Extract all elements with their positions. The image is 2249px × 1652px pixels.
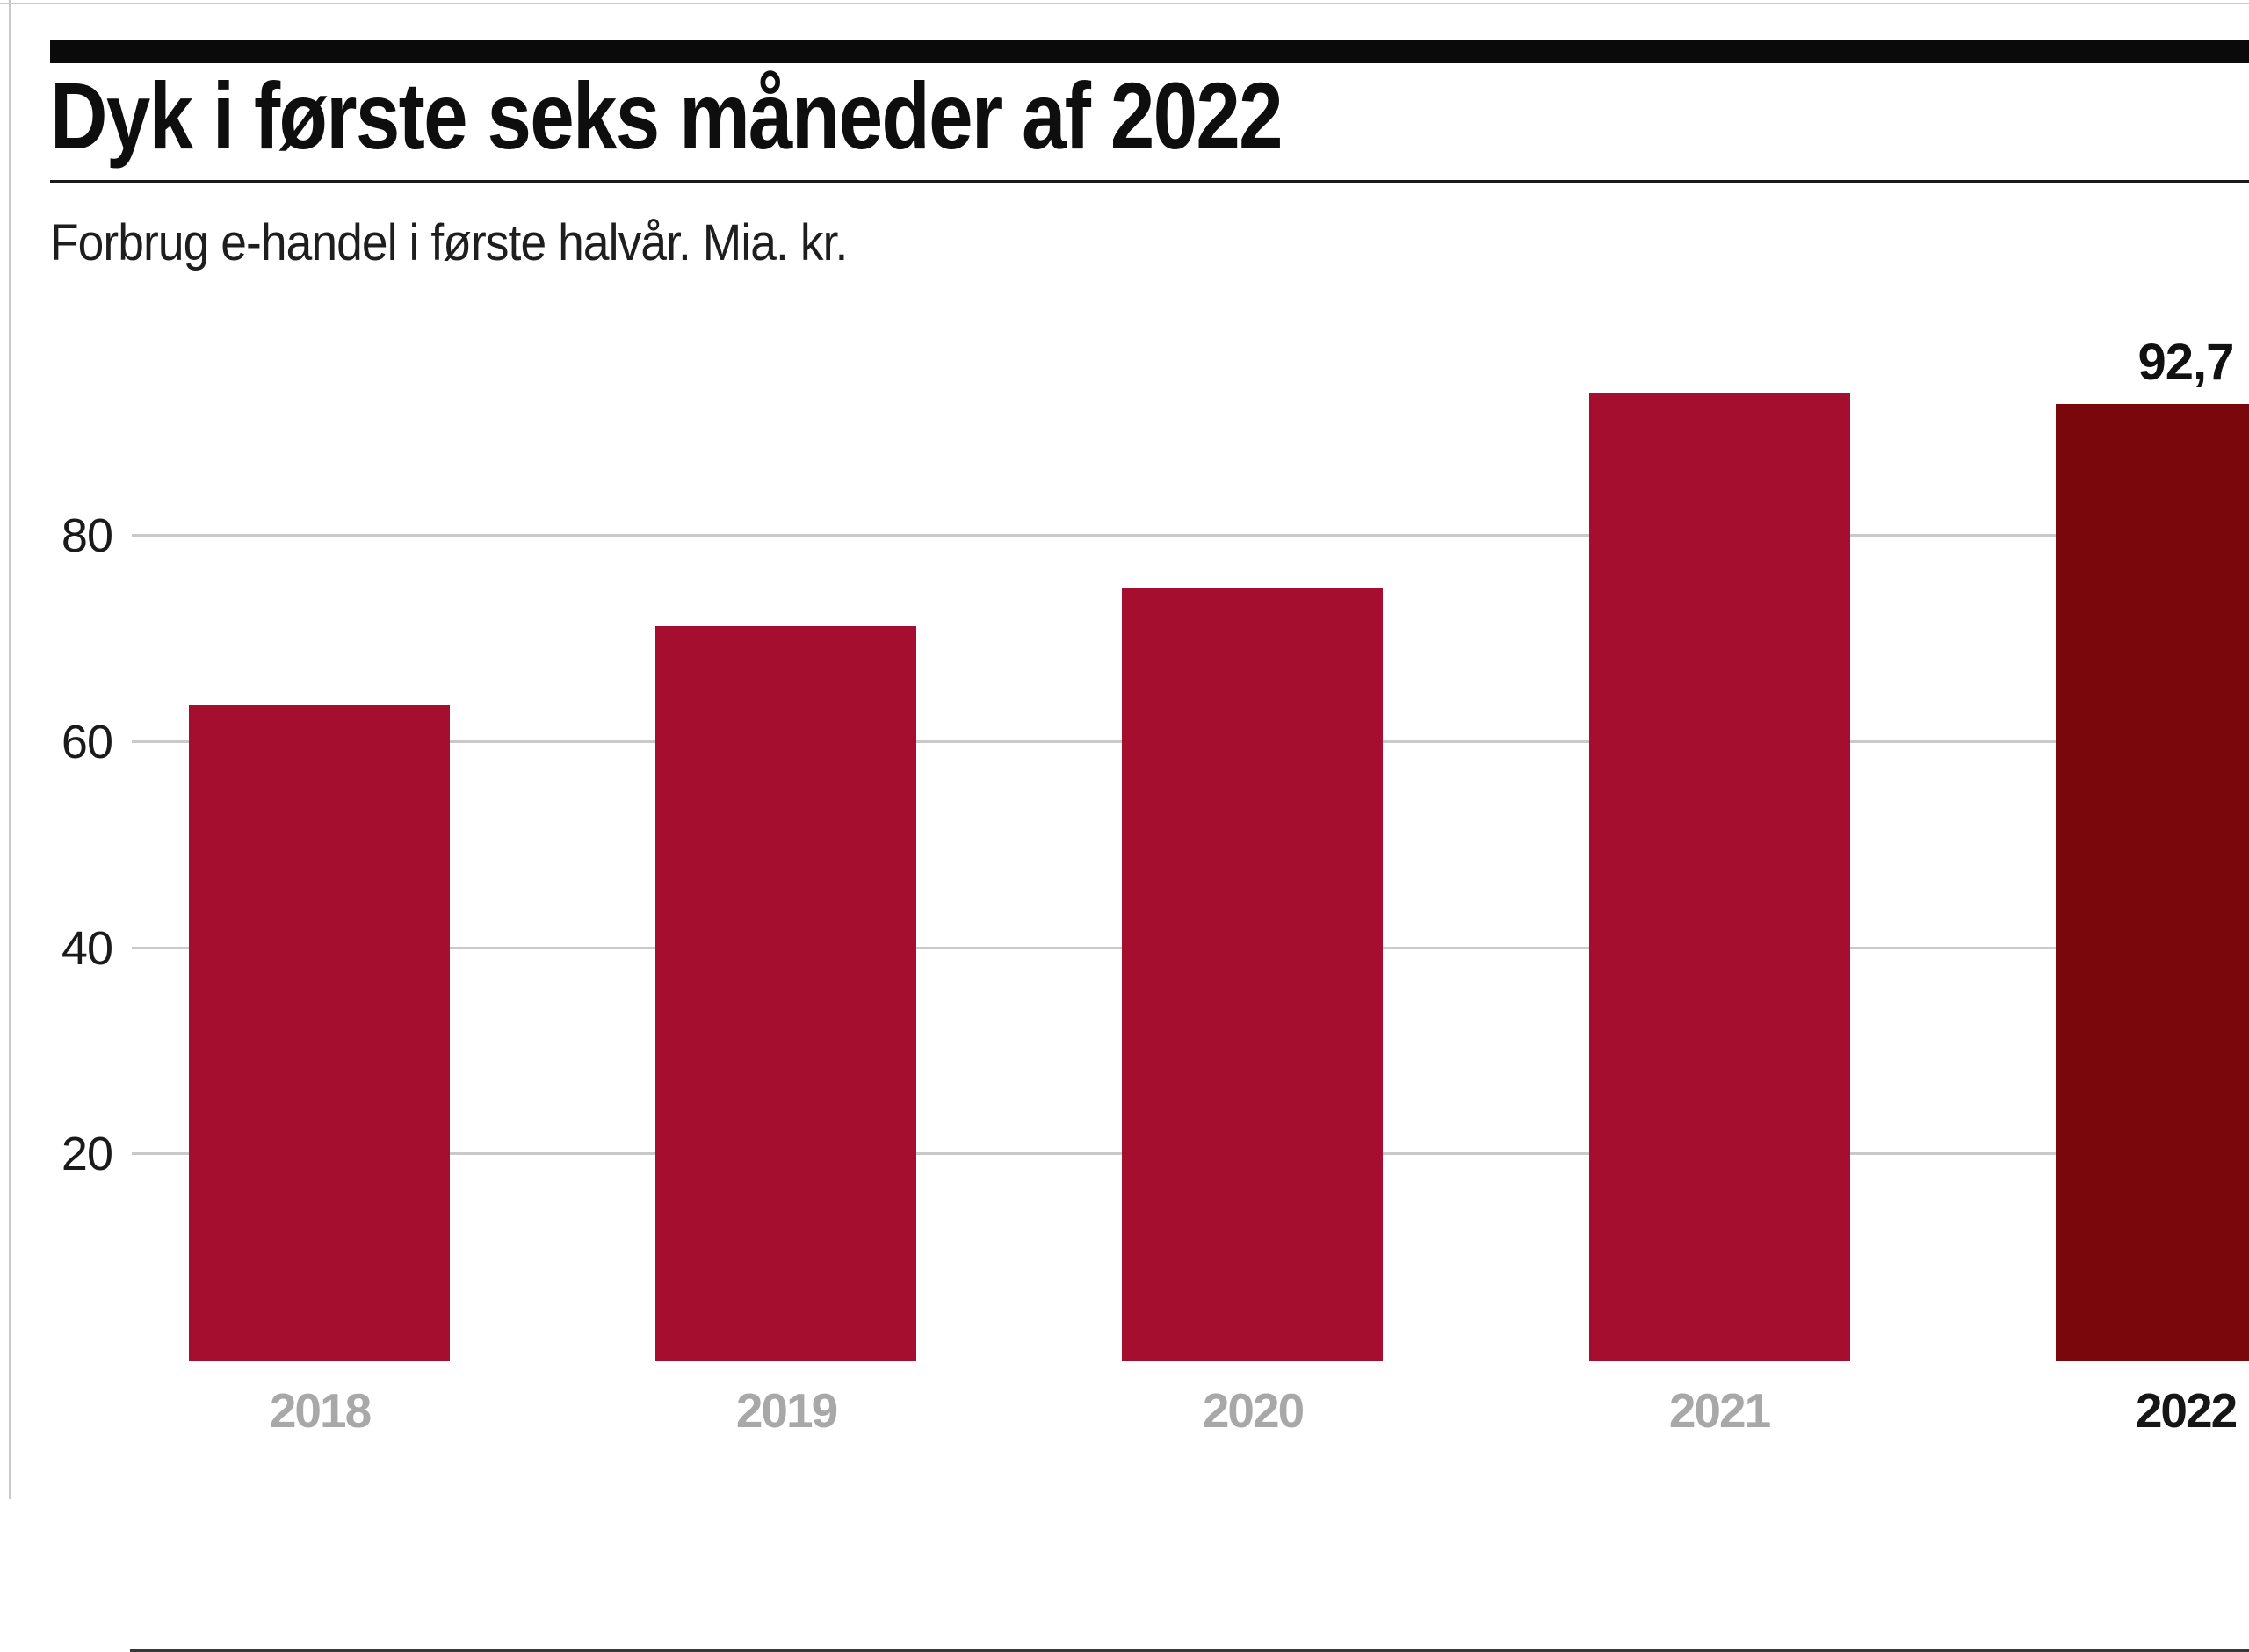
chart-title: Dyk i første seks måneder af 2022 [50,62,1284,169]
x-axis-label-2018: 2018 [269,1383,372,1438]
x-axis-label-2020: 2020 [1202,1383,1305,1438]
bar-2021 [1589,393,1850,1361]
x-axis-label-2019: 2019 [735,1383,838,1438]
page-top-border [0,3,2249,4]
page-left-border [9,0,11,1499]
y-axis-tick-label: 20 [61,1128,113,1181]
bar-2018 [189,704,450,1361]
gridline-80 [132,534,2249,537]
y-axis-tick-label: 80 [61,509,113,562]
y-axis-tick-label: 60 [61,715,113,768]
y-axis-tick-label: 40 [61,921,113,975]
x-axis-label-2022: 2022 [2135,1383,2238,1438]
bar-2022 [2056,403,2249,1361]
title-divider [50,180,2249,183]
x-axis-label-2021: 2021 [1668,1383,1771,1438]
bar-2020 [1122,588,1383,1361]
plot-area: 20 40 60 80 2018 2019 2020 2021 2022 92,7 [0,290,2249,1652]
bar-2019 [655,626,916,1361]
header-accent-bar [50,40,2249,63]
chart-subtitle: Forbrug e-handel i første halvår. Mia. k… [50,214,848,271]
bar-value-label-2022: 92,7 [2137,334,2235,391]
